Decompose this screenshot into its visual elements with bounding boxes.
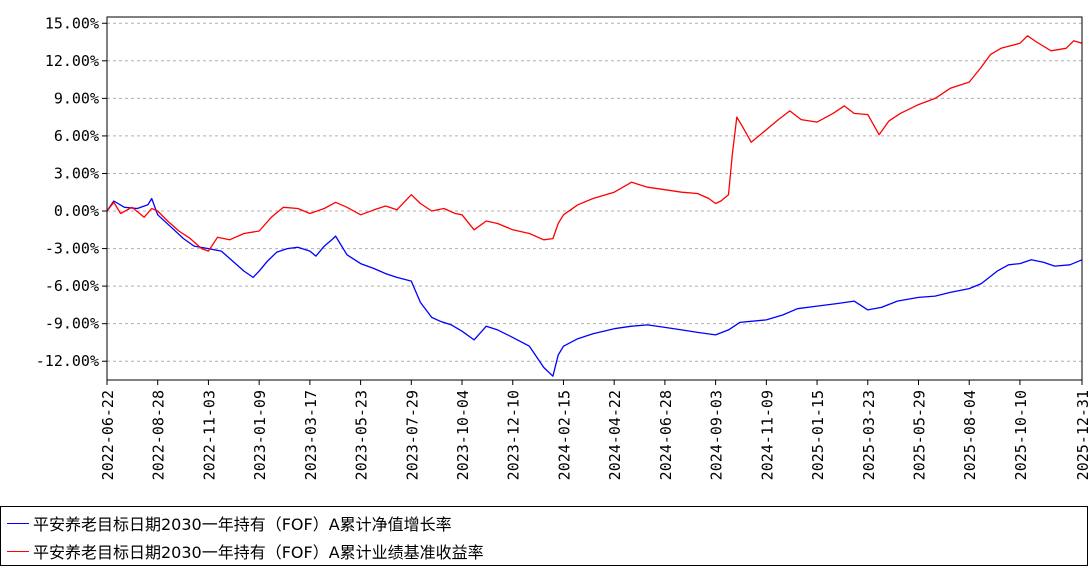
x-tick-label: 2023-07-29 [403, 390, 421, 480]
x-tick-label: 2023-12-10 [505, 390, 523, 480]
x-tick-label: 2024-06-28 [657, 390, 675, 480]
x-axis-ticks: 2022-06-22 2022-08-28 2022-11-03 2023-01-09… [99, 380, 1090, 480]
x-tick-label: 2025-03-23 [860, 390, 878, 480]
grid-lines [107, 22, 1082, 362]
legend-label-nav: 平安养老目标日期2030一年持有（FOF）A累计净值增长率 [33, 515, 452, 534]
legend-swatch-benchmark [7, 550, 29, 552]
x-tick-label: 2023-05-23 [353, 390, 371, 480]
series-lines [106, 35, 1083, 377]
x-tick-label: 2025-05-29 [910, 390, 928, 480]
x-tick-label: 2025-01-15 [809, 390, 827, 480]
x-tick-label: 2025-12-31 [1074, 390, 1090, 480]
x-tick-label: 2024-09-03 [708, 390, 726, 480]
legend-swatch-nav [7, 522, 29, 524]
y-tick-label: 12.00% [45, 52, 99, 70]
y-tick-label: 6.00% [54, 127, 99, 145]
x-tick-label: 2024-11-09 [758, 390, 776, 480]
x-tick-label: 2023-10-04 [454, 390, 472, 480]
legend: 平安养老目标日期2030一年持有（FOF）A累计净值增长率 平安养老目标日期20… [0, 506, 1088, 566]
x-tick-label: 2024-02-15 [555, 390, 573, 480]
y-tick-label: 0.00% [54, 202, 99, 220]
x-tick-label: 2022-11-03 [200, 390, 218, 480]
legend-item-benchmark: 平安养老目标日期2030一年持有（FOF）A累计业绩基准收益率 [7, 540, 484, 562]
legend-label-benchmark: 平安养老目标日期2030一年持有（FOF）A累计业绩基准收益率 [33, 543, 484, 562]
y-axis-ticks: 15.00% 12.00% 9.00% 6.00% 3.00% 0.00% -3.00% -6… [36, 14, 107, 370]
y-tick-label: -12.00% [36, 352, 99, 370]
plot-frame [106, 16, 1083, 381]
x-tick-label: 2025-10-10 [1012, 390, 1030, 480]
legend-item-nav: 平安养老目标日期2030一年持有（FOF）A累计净值增长率 [7, 512, 452, 534]
y-tick-label: 9.00% [54, 89, 99, 107]
y-tick-label: 3.00% [54, 164, 99, 182]
x-tick-label: 2022-06-22 [99, 390, 117, 480]
x-tick-label: 2023-01-09 [251, 390, 269, 480]
y-tick-label: -9.00% [45, 315, 99, 333]
y-tick-label: -6.00% [45, 277, 99, 295]
x-tick-label: 2023-03-17 [302, 390, 320, 480]
series-line-benchmark [106, 35, 1083, 252]
x-tick-label: 2024-04-22 [606, 390, 624, 480]
line-chart: 15.00% 12.00% 9.00% 6.00% 3.00% 0.00% -3.00% -6… [36, 14, 1090, 480]
x-tick-label: 2025-08-04 [961, 390, 979, 480]
y-tick-label: -3.00% [45, 240, 99, 258]
y-tick-label: 15.00% [45, 14, 99, 32]
x-tick-label: 2022-08-28 [150, 390, 168, 480]
series-line-nav [106, 197, 1083, 377]
